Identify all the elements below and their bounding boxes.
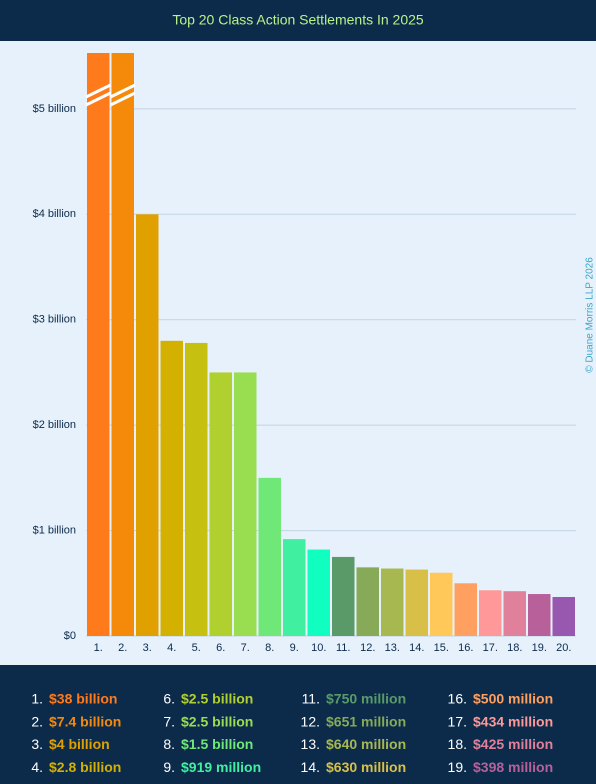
legend-number: 19. [448,759,467,775]
bar [307,549,330,636]
bar [454,583,477,636]
bar [528,594,551,636]
y-tick-label: $4 billion [33,208,76,220]
axis-break [109,91,136,107]
legend-value: $500 million [473,691,553,707]
y-tick-label: $5 billion [33,103,76,115]
legend-number: 13. [301,736,320,752]
legend-value: $2.8 billion [49,759,121,775]
x-tick-label: 13. [385,642,400,654]
legend-value: $38 billion [49,691,117,707]
legend-panel [0,665,596,784]
bar [283,539,306,636]
x-tick-label: 17. [483,642,498,654]
legend-value: $4 billion [49,736,110,752]
x-tick-label: 7. [241,642,250,654]
legend-value: $630 million [326,759,406,775]
y-tick-label: $3 billion [33,314,76,326]
bar [258,477,281,636]
legend-number: 8. [163,736,175,752]
legend-number: 14. [301,759,320,775]
x-tick-label: 20. [556,642,571,654]
x-tick-label: 19. [532,642,547,654]
axis-break [109,83,136,99]
x-tick-label: 9. [290,642,299,654]
bar [209,372,232,636]
axis-break [85,91,112,107]
legend-number: 7. [163,713,175,729]
legend-number: 2. [31,713,43,729]
legend-value: $651 million [326,713,406,729]
legend-number: 1. [31,691,43,707]
x-tick-label: 11. [336,642,350,654]
legend-value: $750 million [326,691,406,707]
legend-value: $398 million [473,759,553,775]
x-tick-label: 2. [118,642,127,654]
x-tick-label: 5. [192,642,201,654]
legend-value: $2.5 billion [181,691,253,707]
legend-number: 18. [448,736,467,752]
legend-value: $919 million [181,759,261,775]
header [0,0,596,41]
bar [111,53,134,636]
legend-value: $640 million [326,736,406,752]
legend-number: 9. [163,759,175,775]
legend-value: $434 million [473,713,553,729]
x-tick-label: 6. [216,642,225,654]
x-tick-label: 15. [434,642,449,654]
x-tick-label: 1. [94,642,103,654]
copyright: © Duane Morris LLP 2026 [585,257,596,373]
legend-number: 17. [448,713,467,729]
legend-value: $7.4 billion [49,713,121,729]
x-tick-label: 14. [409,642,424,654]
legend-value: $2.5 billion [181,713,253,729]
legend-number: 12. [301,713,320,729]
bar [136,214,159,637]
x-tick-label: 16. [458,642,473,654]
bar [552,596,575,636]
y-tick-label: $0 [64,630,76,642]
legend-number: 3. [31,736,43,752]
legend-number: 11. [302,691,320,707]
chart-title: Top 20 Class Action Settlements In 2025 [172,12,424,28]
axis-break [85,83,112,99]
x-tick-label: 10. [311,642,326,654]
x-tick-label: 12. [360,642,375,654]
y-tick-label: $2 billion [33,419,76,431]
bar [234,372,257,636]
x-tick-label: 4. [167,642,176,654]
legend-number: 6. [163,691,175,707]
bar [479,590,502,636]
bar [332,556,355,636]
x-tick-label: 3. [143,642,152,654]
bar [160,340,183,636]
bar [503,591,526,636]
bar [381,568,404,636]
legend-value: $1.5 billion [181,736,253,752]
y-tick-label: $1 billion [33,524,76,536]
x-tick-label: 8. [265,642,274,654]
legend-value: $425 million [473,736,553,752]
bar [87,53,110,636]
legend-number: 4. [31,759,43,775]
bar [185,342,208,636]
x-tick-label: 18. [507,642,522,654]
bar [405,569,428,636]
legend-number: 16. [448,691,467,707]
bar [356,567,379,636]
bar [430,572,453,636]
